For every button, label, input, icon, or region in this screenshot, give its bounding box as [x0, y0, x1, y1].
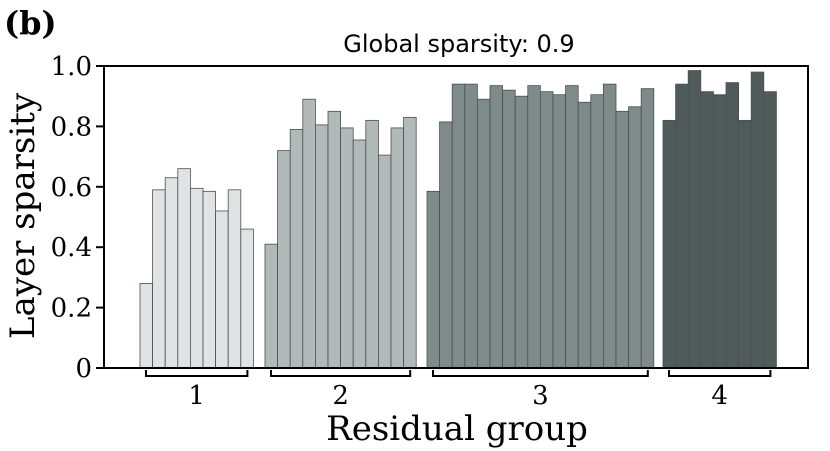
x-tick-label-1: 1	[188, 381, 205, 411]
bar-group2-2	[277, 150, 291, 369]
bar-group3-7	[502, 89, 516, 369]
y-axis: 0 0.2 0.4 0.6 0.8 1.0	[51, 52, 104, 384]
bar-group2-10	[377, 154, 392, 369]
chart-title: Global sparsity: 0.9	[343, 30, 574, 58]
bar-group3-2	[439, 121, 453, 369]
x-axis-label: Residual group	[326, 409, 588, 449]
x-tick-label-4: 4	[711, 381, 728, 411]
bar-group3-10	[540, 91, 554, 369]
group-bracket-2	[270, 370, 412, 377]
bar-group3-11	[552, 94, 567, 369]
bar-group2-9	[365, 119, 379, 369]
bar-group1-2	[152, 189, 166, 369]
bar-group1-6	[202, 190, 217, 369]
x-tick-label-2: 2	[332, 381, 349, 411]
bar-group2-6	[327, 110, 342, 369]
y-tick-label-4: 0.8	[51, 112, 92, 142]
bar-group3-12	[565, 85, 579, 369]
bar-group3-13	[577, 101, 592, 369]
bar-group3-6	[489, 85, 504, 369]
group-brackets: 1 2 3 4	[145, 370, 772, 411]
bars-layer	[139, 70, 777, 369]
bar-group3-4	[464, 83, 478, 369]
bar-group4-6	[725, 82, 740, 369]
bar-group2-5	[314, 124, 329, 369]
bar-group4-7	[738, 119, 752, 369]
y-tick-label-5: 1.0	[51, 52, 92, 82]
bar-group4-8	[750, 71, 765, 369]
y-tick-label-0: 0	[75, 354, 92, 384]
bar-group1-5	[189, 187, 204, 369]
bar-group3-3	[451, 83, 466, 369]
group-bracket-4	[668, 370, 772, 377]
bar-group2-8	[352, 139, 367, 369]
bar-group1-9	[240, 228, 254, 369]
bar-group4-3	[687, 70, 702, 369]
bar-group3-5	[476, 98, 491, 369]
bar-group3-9	[527, 85, 541, 369]
bar-group1-7	[215, 210, 229, 369]
y-tick-label-2: 0.4	[51, 233, 92, 263]
group-bracket-1	[145, 370, 249, 377]
bar-group3-1	[426, 190, 441, 369]
bar-group1-8	[227, 189, 242, 369]
bar-group4-2	[675, 83, 689, 369]
bar-group4-1	[662, 119, 677, 369]
bar-group1-4	[177, 168, 191, 369]
bar-group2-4	[302, 98, 316, 369]
bar-group2-7	[340, 127, 354, 369]
bar-group4-5	[713, 94, 727, 369]
bar-group2-12	[403, 116, 417, 369]
group-bracket-3	[432, 370, 649, 377]
bar-group1-3	[164, 177, 179, 369]
bar-group1-1	[139, 283, 154, 369]
bar-group3-14	[590, 94, 604, 369]
bar-group4-9	[763, 91, 777, 369]
bar-group3-8	[514, 95, 529, 369]
y-tick-label-3: 0.6	[51, 173, 92, 203]
bar-group3-17	[628, 106, 642, 369]
bar-group3-15	[603, 83, 617, 369]
bar-group3-16	[615, 110, 630, 369]
bar-group2-3	[289, 129, 304, 369]
y-tick-label-1: 0.2	[51, 294, 92, 324]
bar-group2-11	[390, 127, 405, 369]
y-axis-label: Layer sparsity	[3, 92, 43, 339]
plot-frame	[103, 65, 809, 369]
panel-label: (b)	[4, 4, 57, 42]
bar-group3-18	[640, 88, 655, 369]
x-tick-label-3: 3	[532, 381, 549, 411]
bar-group4-4	[700, 91, 714, 369]
bar-group2-1	[264, 243, 279, 369]
